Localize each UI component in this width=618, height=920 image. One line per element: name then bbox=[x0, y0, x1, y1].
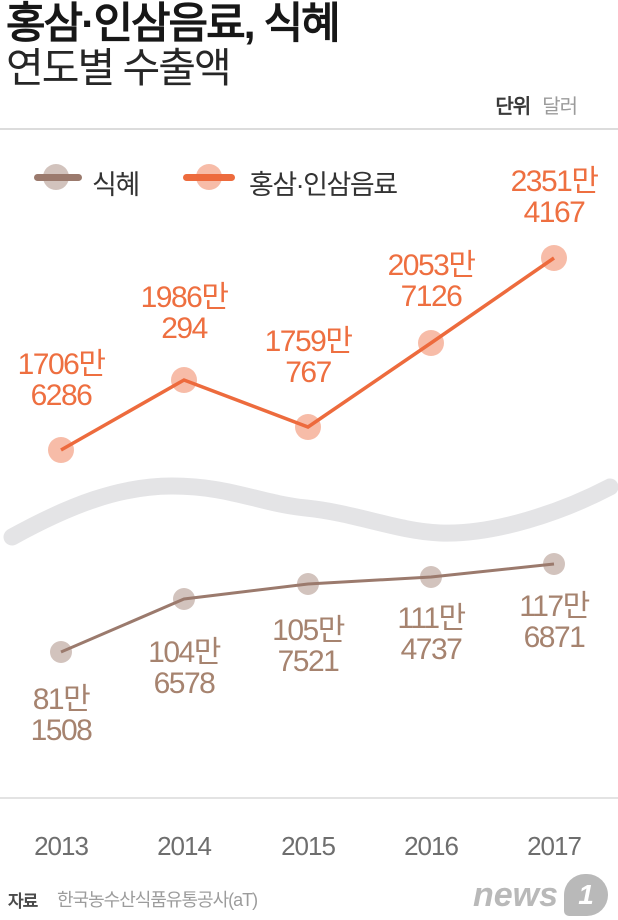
data-label-line: 1759만 bbox=[264, 325, 353, 358]
data-label-line: 4167 bbox=[523, 196, 586, 229]
data-point bbox=[173, 588, 195, 610]
data-label: 105만 7521 bbox=[272, 614, 345, 678]
data-label-line: 1706만 bbox=[17, 348, 106, 381]
data-label: 1759만 767 bbox=[264, 325, 353, 389]
data-label-line: 7521 bbox=[277, 645, 340, 678]
unit-row: 단위 달러 bbox=[495, 90, 578, 119]
page-title: 홍삼·인삼음료, 식혜 bbox=[6, 0, 341, 48]
page-subtitle: 연도별 수출액 bbox=[6, 45, 232, 91]
data-label: 117만 6871 bbox=[519, 590, 590, 654]
legend-line-sikhye-icon bbox=[34, 174, 82, 181]
unit-value: 달러 bbox=[542, 96, 578, 118]
data-label-line: 117만 bbox=[519, 590, 590, 623]
data-point bbox=[297, 573, 319, 595]
data-label: 111만 4737 bbox=[397, 602, 466, 666]
data-label-line: 1508 bbox=[30, 714, 93, 747]
data-label-line: 81만 bbox=[32, 683, 91, 716]
data-point bbox=[420, 566, 442, 588]
data-label: 81만 1508 bbox=[30, 683, 93, 747]
data-point bbox=[171, 367, 197, 393]
data-label-line: 294 bbox=[161, 312, 208, 345]
x-axis-label: 2016 bbox=[404, 831, 459, 861]
x-axis-label: 2013 bbox=[34, 831, 89, 861]
data-label: 2351만 4167 bbox=[510, 165, 599, 229]
x-axis-label: 2015 bbox=[281, 831, 336, 861]
data-label-line: 2053만 bbox=[387, 249, 476, 282]
top-divider bbox=[0, 128, 618, 130]
data-label-line: 104만 bbox=[148, 636, 221, 669]
data-point bbox=[48, 437, 74, 463]
data-point bbox=[295, 414, 321, 440]
data-label-line: 1986만 bbox=[140, 281, 229, 314]
news1-logo-badge-icon: 1 bbox=[564, 874, 608, 916]
data-label-line: 111만 bbox=[397, 602, 466, 635]
data-label-line: 4737 bbox=[400, 633, 463, 666]
data-label-line: 6286 bbox=[30, 379, 93, 412]
news1-logo: news 1 bbox=[473, 872, 608, 918]
data-label: 1706만 6286 bbox=[17, 348, 106, 412]
data-point bbox=[543, 553, 565, 575]
data-label-line: 6578 bbox=[153, 667, 216, 700]
bottom-divider bbox=[0, 797, 618, 799]
legend-label-ginseng: 홍삼·인삼음료 bbox=[249, 170, 398, 200]
data-label: 104만 6578 bbox=[148, 636, 221, 700]
data-label: 2053만 7126 bbox=[387, 249, 476, 313]
axis-break-wave bbox=[3, 477, 618, 546]
legend-label-sikhye: 식혜 bbox=[92, 170, 140, 200]
data-point bbox=[541, 245, 567, 271]
data-label-line: 2351만 bbox=[510, 165, 599, 198]
data-label: 1986만 294 bbox=[140, 281, 229, 345]
data-point bbox=[418, 330, 444, 356]
data-label-line: 7126 bbox=[400, 280, 463, 313]
source-label: 자료 bbox=[8, 892, 38, 911]
legend-line-ginseng-icon bbox=[183, 174, 235, 181]
legend-dot-sikhye-icon bbox=[43, 164, 69, 190]
source-value: 한국농수산식품유통공사(aT) bbox=[57, 890, 258, 910]
x-axis-label: 2017 bbox=[527, 831, 582, 861]
data-point bbox=[50, 641, 72, 663]
unit-label: 단위 bbox=[495, 96, 531, 118]
data-label-line: 767 bbox=[285, 356, 332, 389]
news1-logo-text: news bbox=[472, 876, 558, 914]
data-label-line: 105만 bbox=[272, 614, 345, 647]
x-axis-label: 2014 bbox=[157, 831, 212, 861]
legend-dot-ginseng-icon bbox=[196, 164, 222, 190]
data-label-line: 6871 bbox=[523, 621, 586, 654]
